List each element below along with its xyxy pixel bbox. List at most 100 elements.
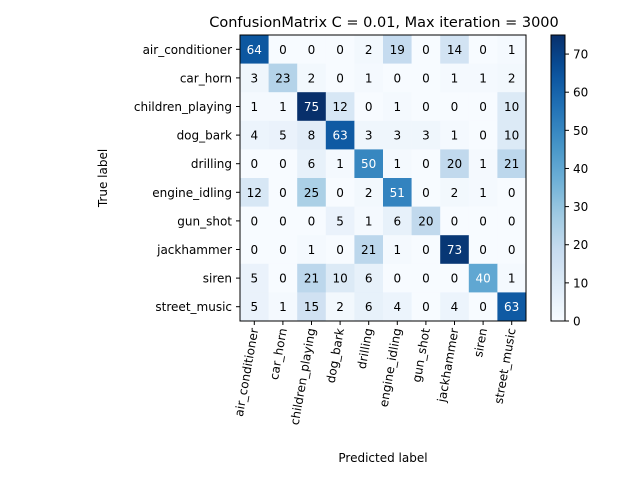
heatmap-cell xyxy=(383,263,412,293)
heatmap-cell xyxy=(297,149,327,179)
heatmap-cell xyxy=(411,35,441,64)
cell-value-label: 0 xyxy=(336,71,344,85)
cell-value-label: 0 xyxy=(479,43,487,57)
cell-value-label: 3 xyxy=(422,129,430,143)
x-tick-label: siren xyxy=(471,327,490,358)
y-axis-label: True label xyxy=(96,149,110,208)
heatmap-cell xyxy=(440,206,470,236)
colorbar-tick-label: 10 xyxy=(573,276,588,290)
cell-value-label: 0 xyxy=(451,100,459,114)
heatmap-cell xyxy=(297,63,327,93)
cell-value-label: 0 xyxy=(250,157,258,171)
heatmap-cell-labels: 64 0 0 0 2 19 0 14 0 13 23 2 0 1 0 0 1 1 21 1 75 12 0 1 0 0 0 104 5 8… xyxy=(247,43,520,314)
x-tick-label: street_music xyxy=(492,327,519,405)
heatmap-cells xyxy=(240,35,527,322)
cell-value-label: 0 xyxy=(422,71,430,85)
heatmap-cell xyxy=(268,292,298,322)
cell-value-label: 1 xyxy=(451,71,459,85)
cell-value-label: 0 xyxy=(336,43,344,57)
cell-value-label: 0 xyxy=(393,272,401,286)
heatmap-cell xyxy=(240,235,269,265)
heatmap-cell xyxy=(440,120,470,150)
heatmap-cell xyxy=(497,292,527,322)
cell-value-label: 1 xyxy=(250,100,258,114)
heatmap-cell xyxy=(240,63,269,93)
cell-value-label: 40 xyxy=(475,272,490,286)
cell-value-label: 6 xyxy=(393,214,401,228)
heatmap-cell xyxy=(468,178,498,207)
heatmap-cell xyxy=(325,149,355,179)
cell-value-label: 1 xyxy=(479,71,487,85)
heatmap-cell xyxy=(240,35,269,64)
heatmap-cell xyxy=(411,235,441,265)
heatmap-cell xyxy=(497,35,527,64)
cell-value-label: 2 xyxy=(451,186,459,200)
cell-value-label: 5 xyxy=(250,300,258,314)
cell-value-label: 0 xyxy=(508,243,516,257)
heatmap-cell xyxy=(497,263,527,293)
x-tick-label: drilling xyxy=(355,327,376,370)
heatmap-cell xyxy=(468,120,498,150)
cell-value-label: 0 xyxy=(365,100,373,114)
y-tick-label: street_music xyxy=(155,300,232,314)
cell-value-label: 4 xyxy=(393,300,401,314)
cell-value-label: 2 xyxy=(308,71,316,85)
heatmap-cell xyxy=(240,92,269,122)
cell-value-label: 5 xyxy=(279,129,287,143)
heatmap-cell xyxy=(268,263,298,293)
heatmap-cell xyxy=(468,35,498,64)
heatmap-cell xyxy=(411,263,441,293)
heatmap-cell xyxy=(354,149,384,179)
colorbar-tick-label: 60 xyxy=(573,86,588,100)
y-tick-label: dog_bark xyxy=(177,129,232,143)
cell-value-label: 1 xyxy=(336,157,344,171)
heatmap-cell xyxy=(440,149,470,179)
y-tick-label: gun_shot xyxy=(177,214,232,228)
heatmap-cell xyxy=(325,292,355,322)
x-tick-label: children_playing xyxy=(288,327,319,426)
cell-value-label: 23 xyxy=(275,71,290,85)
cell-value-label: 25 xyxy=(304,186,319,200)
cell-value-label: 1 xyxy=(451,129,459,143)
heatmap-cell xyxy=(354,35,384,64)
cell-value-label: 73 xyxy=(447,243,462,257)
x-tick-label: jackhammer xyxy=(434,327,461,404)
heatmap-cell xyxy=(240,292,269,322)
heatmap-cell xyxy=(297,35,327,64)
heatmap-cell xyxy=(440,92,470,122)
cell-value-label: 1 xyxy=(508,272,516,286)
x-tick-label: engine_idling xyxy=(377,327,405,408)
x-axis-label: Predicted label xyxy=(338,451,427,465)
heatmap-cell xyxy=(468,206,498,236)
cell-value-label: 0 xyxy=(451,214,459,228)
heatmap-cell xyxy=(383,235,412,265)
cell-value-label: 0 xyxy=(279,157,287,171)
cell-value-label: 20 xyxy=(418,214,433,228)
heatmap-cell xyxy=(297,292,327,322)
heatmap-cell xyxy=(240,120,269,150)
cell-value-label: 3 xyxy=(250,71,258,85)
cell-value-label: 0 xyxy=(508,214,516,228)
cell-value-label: 0 xyxy=(479,129,487,143)
x-tick-label: gun_shot xyxy=(410,327,433,384)
cell-value-label: 6 xyxy=(308,157,316,171)
heatmap-cell xyxy=(468,263,498,293)
colorbar-tick-label: 50 xyxy=(573,124,588,138)
cell-value-label: 0 xyxy=(508,186,516,200)
y-tick-label: engine_idling xyxy=(152,186,232,200)
cell-value-label: 3 xyxy=(393,129,401,143)
cell-value-label: 0 xyxy=(308,43,316,57)
cell-value-label: 1 xyxy=(308,243,316,257)
cell-value-label: 21 xyxy=(304,272,319,286)
heatmap-cell xyxy=(354,92,384,122)
x-tick-label: dog_bark xyxy=(324,327,347,384)
heatmap-cell xyxy=(383,92,412,122)
heatmap-cell xyxy=(497,92,527,122)
heatmap-cell xyxy=(268,235,298,265)
cell-value-label: 12 xyxy=(332,100,347,114)
cell-value-label: 1 xyxy=(393,243,401,257)
heatmap-cell xyxy=(411,92,441,122)
cell-value-label: 3 xyxy=(365,129,373,143)
heatmap-cell xyxy=(468,92,498,122)
cell-value-label: 12 xyxy=(247,186,262,200)
